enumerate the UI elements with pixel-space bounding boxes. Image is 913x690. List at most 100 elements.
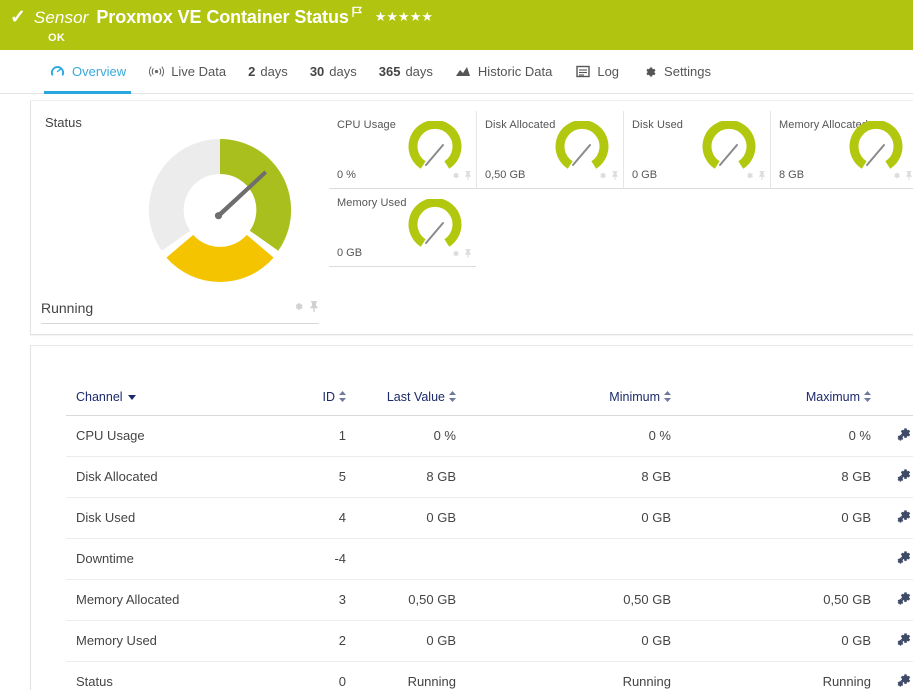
gauge-needle-hub — [214, 212, 223, 220]
tab-live-data-label: Live Data — [171, 64, 227, 79]
cell-maximum: 0 GB — [681, 497, 881, 539]
status-running-label: Running — [41, 300, 94, 316]
donut-segment-yellow — [166, 234, 274, 283]
column-header-minimum-label: Minimum — [609, 390, 660, 404]
tab-overview-label: Overview — [72, 64, 127, 79]
row-settings-gear-icon[interactable] — [881, 415, 913, 457]
row-settings-gear-icon[interactable] — [881, 661, 913, 690]
table-row[interactable]: Disk Allocated 5 8 GB 8 GB 8 GB — [66, 456, 913, 498]
cell-minimum: Running — [466, 661, 681, 690]
pin-icon[interactable] — [905, 167, 913, 185]
small-gauge-arc — [408, 120, 462, 175]
cell-maximum: 0 % — [681, 415, 881, 457]
tab-30-days-number: 30 — [309, 64, 325, 79]
row-settings-gear-icon[interactable] — [881, 538, 913, 580]
small-gauge-value: 0 GB — [632, 169, 658, 181]
status-badge: OK — [48, 32, 66, 44]
tab-2-days[interactable]: 2 days — [237, 50, 299, 94]
sensor-header: ✓ Sensor Proxmox VE Container Status ★★★… — [0, 0, 913, 50]
channels-table-body: CPU Usage 1 0 % 0 % 0 % Disk Allocated 5 8 GB 8 … — [66, 415, 913, 690]
tab-live-data[interactable]: Live Data — [137, 50, 237, 94]
tab-2-days-number: 2 — [248, 64, 256, 79]
gear-icon[interactable] — [293, 299, 304, 317]
live-signal-icon — [148, 64, 165, 80]
pin-icon[interactable] — [758, 167, 766, 185]
tab-365-days[interactable]: 365 days — [368, 50, 444, 94]
column-header-channel[interactable]: Channel — [66, 386, 266, 416]
cell-channel: Memory Used — [66, 620, 266, 662]
area-chart-icon — [455, 64, 472, 80]
table-row[interactable]: Memory Used 2 0 GB 0 GB 0 GB — [66, 620, 913, 662]
column-header-actions — [881, 386, 913, 416]
table-row[interactable]: Downtime -4 — [66, 538, 913, 580]
small-gauge-cpu-usage: CPU Usage 0 % — [329, 111, 476, 189]
small-gauge-arc — [849, 120, 903, 175]
cell-id: 5 — [266, 456, 356, 498]
cell-channel: Disk Used — [66, 497, 266, 539]
tab-365-days-label: days — [405, 64, 433, 79]
row-settings-gear-icon[interactable] — [881, 456, 913, 498]
small-gauge-title: Disk Used — [632, 119, 684, 131]
column-header-channel-label: Channel — [76, 390, 123, 404]
row-settings-gear-icon[interactable] — [881, 579, 913, 621]
table-row[interactable]: Memory Allocated 3 0,50 GB 0,50 GB 0,50 GB — [66, 579, 913, 621]
header-title-row: ✓ Sensor Proxmox VE Container Status ★★★… — [0, 0, 913, 28]
cell-last-value: 0,50 GB — [356, 579, 466, 621]
pin-icon[interactable] — [464, 167, 472, 185]
cell-id: 2 — [266, 620, 356, 662]
tab-30-days[interactable]: 30 days — [299, 50, 368, 94]
small-gauge-title: Memory Used — [337, 197, 407, 209]
small-gauge-icons — [451, 245, 472, 263]
table-row[interactable]: Disk Used 4 0 GB 0 GB 0 GB — [66, 497, 913, 539]
sort-arrows-icon — [339, 390, 346, 405]
tab-historic-data[interactable]: Historic Data — [444, 50, 563, 94]
donut-segment-green — [220, 138, 292, 251]
gear-icon[interactable] — [598, 167, 607, 185]
cell-maximum: 0,50 GB — [681, 579, 881, 621]
pin-icon[interactable] — [309, 299, 319, 317]
small-gauge-disk-used: Disk Used 0 GB — [623, 111, 770, 189]
column-header-maximum[interactable]: Maximum — [681, 386, 881, 416]
cell-last-value: 8 GB — [356, 456, 466, 498]
flag-icon[interactable] — [352, 5, 363, 17]
priority-stars[interactable]: ★★★★★ — [374, 9, 434, 24]
small-gauge-icons — [451, 167, 472, 185]
row-settings-gear-icon[interactable] — [881, 620, 913, 662]
channels-table: Channel ID Last Value Minimum Maximum CP… — [66, 386, 913, 690]
table-row[interactable]: CPU Usage 1 0 % 0 % 0 % — [66, 415, 913, 457]
gear-icon — [641, 64, 658, 80]
row-settings-gear-icon[interactable] — [881, 497, 913, 539]
gauge-icon — [49, 64, 66, 80]
gear-icon[interactable] — [451, 245, 460, 263]
small-gauge-title: CPU Usage — [337, 119, 396, 131]
sort-arrows-icon — [449, 390, 456, 405]
cell-id: 4 — [266, 497, 356, 539]
chevron-down-icon — [127, 395, 136, 401]
column-header-last-value[interactable]: Last Value — [356, 386, 466, 416]
gear-icon[interactable] — [451, 167, 460, 185]
column-header-minimum[interactable]: Minimum — [466, 386, 681, 416]
column-header-maximum-label: Maximum — [805, 390, 860, 404]
tab-log[interactable]: Log — [563, 50, 630, 94]
tab-2-days-label: days — [260, 64, 288, 79]
tab-overview[interactable]: Overview — [38, 50, 137, 94]
tab-historic-data-label: Historic Data — [477, 64, 553, 79]
status-running-row: Running — [41, 299, 319, 324]
table-row[interactable]: Status 0 Running Running Running — [66, 661, 913, 690]
small-gauge-value: 0,50 GB — [485, 169, 526, 181]
cell-id: 1 — [266, 415, 356, 457]
pin-icon[interactable] — [611, 167, 619, 185]
small-gauge-icons — [892, 167, 913, 185]
pin-icon[interactable] — [464, 245, 472, 263]
header-background-fill — [460, 0, 913, 50]
cell-last-value: 0 GB — [356, 497, 466, 539]
cell-minimum: 0 GB — [466, 620, 681, 662]
gear-icon[interactable] — [745, 167, 754, 185]
gear-icon[interactable] — [892, 167, 901, 185]
gauge-needle — [216, 170, 267, 217]
column-header-id[interactable]: ID — [266, 386, 356, 416]
tab-settings[interactable]: Settings — [630, 50, 722, 94]
small-gauge-memory-allocated: Memory Allocated 8 GB — [770, 111, 913, 189]
small-gauge-title: Memory Allocated — [779, 119, 869, 131]
channels-table-head: Channel ID Last Value Minimum Maximum — [66, 386, 913, 416]
